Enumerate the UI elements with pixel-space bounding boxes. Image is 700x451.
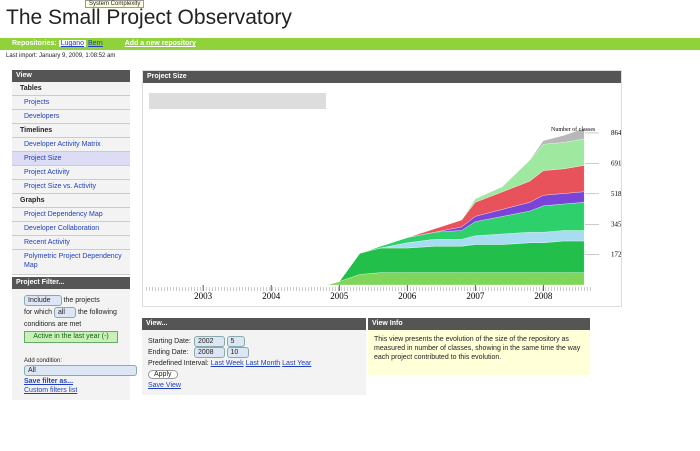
info-text: This view presents the evolution of the … <box>374 336 581 361</box>
interval-link[interactable]: Last Week <box>210 360 244 367</box>
info-bar <box>149 93 326 109</box>
y-tick-label: 518 <box>611 190 621 198</box>
x-tick-label: 2005 <box>330 291 349 301</box>
sidebar-item[interactable]: Developers <box>12 110 130 124</box>
y-tick-label: 172 <box>611 251 621 259</box>
sidebar-body: Tables Projects Developers Timelines Develop… <box>12 82 130 275</box>
sidebar-item[interactable]: Project Size <box>12 152 130 166</box>
custom-filters[interactable]: Custom filters list <box>24 387 78 394</box>
sidebar-item[interactable]: Project Size vs. Activity <box>12 180 130 194</box>
sidebar-item[interactable]: Polymetric Project Dependency Map <box>12 250 130 275</box>
x-tick-label: 2007 <box>466 291 485 301</box>
y-tick-label: 864 <box>611 129 621 137</box>
x-tick-label: 2004 <box>262 291 281 301</box>
sidebar-item[interactable]: Developer Collaboration <box>12 222 130 236</box>
include-select[interactable]: Include <box>24 295 62 306</box>
save-view[interactable]: Save View <box>148 382 181 389</box>
sidebar-item[interactable]: Developer Activity Matrix <box>12 138 130 152</box>
all-select[interactable]: all <box>53 307 76 318</box>
chart-panel: Project Size 172 345 518 691 864 2003 2004 2005… <box>142 70 622 307</box>
interval-link[interactable]: Last Year <box>282 360 312 367</box>
filter-text: for which <box>24 309 53 316</box>
tooltip: System Complexity <box>85 0 145 8</box>
y-tick-label: 691 <box>611 159 621 167</box>
last-import: Last import: January 9, 2009, 1:08:52 am <box>6 53 116 59</box>
filter-header: Project Filter... <box>12 277 130 289</box>
sidebar-section: Tables <box>12 82 130 96</box>
save-filter[interactable]: Save filter as... <box>24 378 74 385</box>
sidebar: View Tables Projects Developers Timelines De… <box>12 70 130 275</box>
filter-text: the following conditions are met <box>24 309 117 328</box>
repo-link[interactable]: Bern <box>88 40 103 47</box>
apply-button[interactable]: Apply <box>148 370 178 379</box>
repo-link[interactable]: Lugano <box>58 40 87 47</box>
end-label: Ending Date: <box>148 349 189 356</box>
info-panel: View Info This view presents the evoluti… <box>368 318 590 375</box>
sidebar-item[interactable]: Project Activity <box>12 166 130 180</box>
sidebar-item[interactable]: Recent Activity <box>12 236 130 250</box>
x-tick-label: 2006 <box>398 291 417 301</box>
x-tick-label: 2008 <box>534 291 553 301</box>
condition[interactable]: Active in the last year (-) <box>24 331 118 343</box>
y-axis-label: Number of classes <box>551 126 596 133</box>
add-repo-link[interactable]: Add a new repository <box>124 40 196 47</box>
filter-text: the projects <box>63 297 100 304</box>
sidebar-header: View <box>12 70 130 82</box>
view-panel: View... Starting Date: 2002 5 Ending Date… <box>142 318 366 395</box>
filter-panel: Project Filter... Include the projects f… <box>12 277 137 400</box>
end-year[interactable]: 2008 <box>194 347 225 358</box>
end-month[interactable]: 10 <box>226 347 250 358</box>
condition-select[interactable]: All <box>24 365 137 376</box>
sidebar-item[interactable]: Project Dependency Map <box>12 208 130 222</box>
sidebar-item[interactable]: Projects <box>12 96 130 110</box>
area <box>325 128 585 286</box>
interval-link[interactable]: Last Month <box>245 360 281 367</box>
view-header: View... <box>142 318 366 330</box>
x-tick-label: 2003 <box>194 291 213 301</box>
info-header: View Info <box>368 318 590 330</box>
sidebar-section: Graphs <box>12 194 130 208</box>
area <box>325 272 585 286</box>
repo-bar: Repositories: Lugano Bern Add a new repo… <box>0 38 700 50</box>
start-label: Starting Date: <box>148 338 191 345</box>
interval-label: Predefined Interval: <box>148 360 209 367</box>
y-tick-label: 345 <box>611 220 621 228</box>
start-month[interactable]: 5 <box>226 336 246 347</box>
add-condition-label: Add condition: <box>24 358 63 364</box>
chart-header: Project Size <box>143 71 621 83</box>
start-year[interactable]: 2002 <box>194 336 225 347</box>
repo-label: Repositories: <box>12 40 57 47</box>
sidebar-section: Timelines <box>12 124 130 138</box>
app-title: The Small Project Observatory <box>6 6 292 29</box>
chart: 172 345 518 691 864 2003 2004 2005 2006 2007 2008 N… <box>146 126 621 301</box>
